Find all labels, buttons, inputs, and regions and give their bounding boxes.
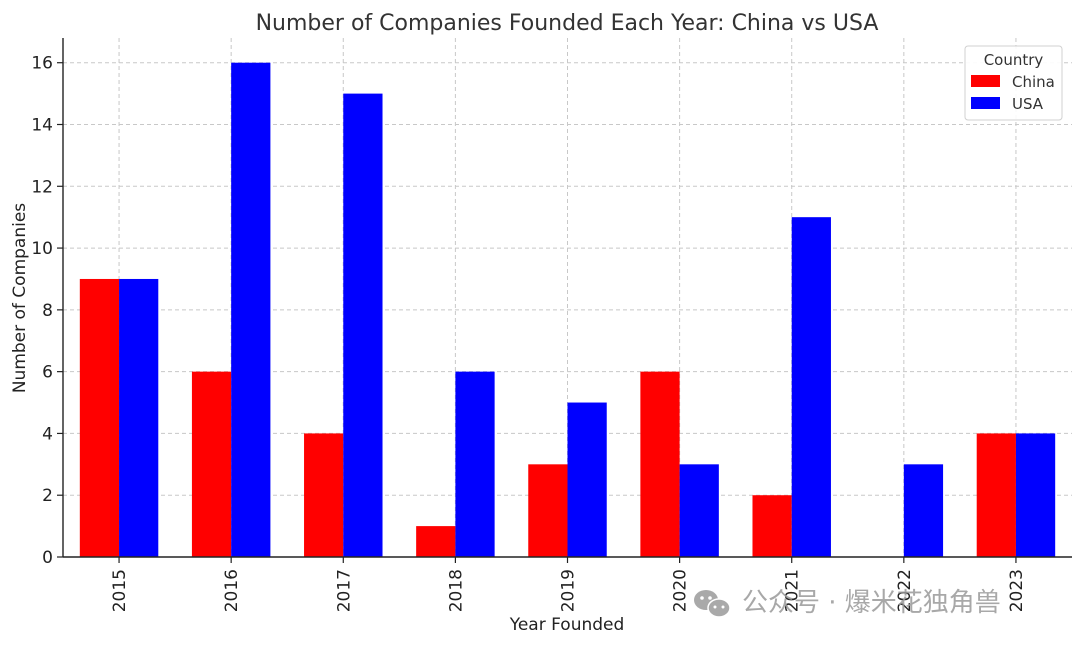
bar-usa-2015 [119,278,159,557]
bar-usa-2022 [903,464,944,557]
x-tick-label: 2016 [222,569,242,612]
bar-usa-2017 [343,93,383,557]
y-axis-ticks: 0 2 4 6 8 10 12 14 16 [31,54,63,568]
x-tick-label: 2015 [110,569,130,612]
x-tick-label: 2022 [895,569,915,612]
bar-china-2016 [191,371,232,557]
legend-swatch-usa [971,97,1000,109]
y-tick-label: 0 [42,548,53,568]
x-axis-ticks: 2015 2016 2017 2018 2019 2020 2021 2022 2023 [110,557,1027,612]
y-tick-label: 16 [31,54,53,74]
y-tick-label: 8 [42,301,53,321]
x-tick-label: 2019 [559,569,579,612]
bars [79,62,1056,557]
y-tick-label: 12 [31,177,53,197]
watermark: 公众号 · 爆米花独角兽 [694,588,1001,618]
y-tick-label: 4 [42,424,53,444]
bar-china-2023 [976,433,1016,557]
legend: Country China USA [964,45,1063,121]
x-tick-label: 2017 [334,569,354,612]
chart-title: Number of Companies Founded Each Year: C… [256,11,879,36]
legend-swatch-china [971,75,1000,87]
y-axis-label: Number of Companies [10,203,30,393]
bar-usa-2023 [1015,433,1056,557]
x-tick-label: 2020 [671,569,691,612]
legend-label-usa: USA [1012,95,1044,113]
bar-china-2021 [752,495,792,557]
y-tick-label: 10 [31,239,53,259]
bar-usa-2018 [455,371,495,557]
bar-china-2015 [79,278,120,557]
y-tick-label: 2 [42,486,53,506]
x-tick-label: 2018 [446,569,466,612]
bar-china-2019 [528,464,568,557]
bar-usa-2020 [679,464,719,557]
bar-usa-2016 [231,62,271,557]
wechat-icon [694,590,731,618]
bar-china-2020 [640,371,680,557]
x-axis-label: Year Founded [509,615,625,635]
watermark-text: 公众号 · 爆米花独角兽 [742,588,1001,618]
bar-usa-2021 [791,217,831,557]
legend-label-china: China [1012,73,1055,91]
bar-usa-2019 [567,402,607,557]
bar-china-2017 [304,433,344,557]
legend-title: Country [984,51,1044,69]
y-tick-label: 6 [42,363,53,383]
bar-china-2018 [416,526,456,557]
x-tick-label: 2021 [783,569,803,612]
y-tick-label: 14 [31,116,53,136]
x-tick-label: 2023 [1007,569,1027,612]
